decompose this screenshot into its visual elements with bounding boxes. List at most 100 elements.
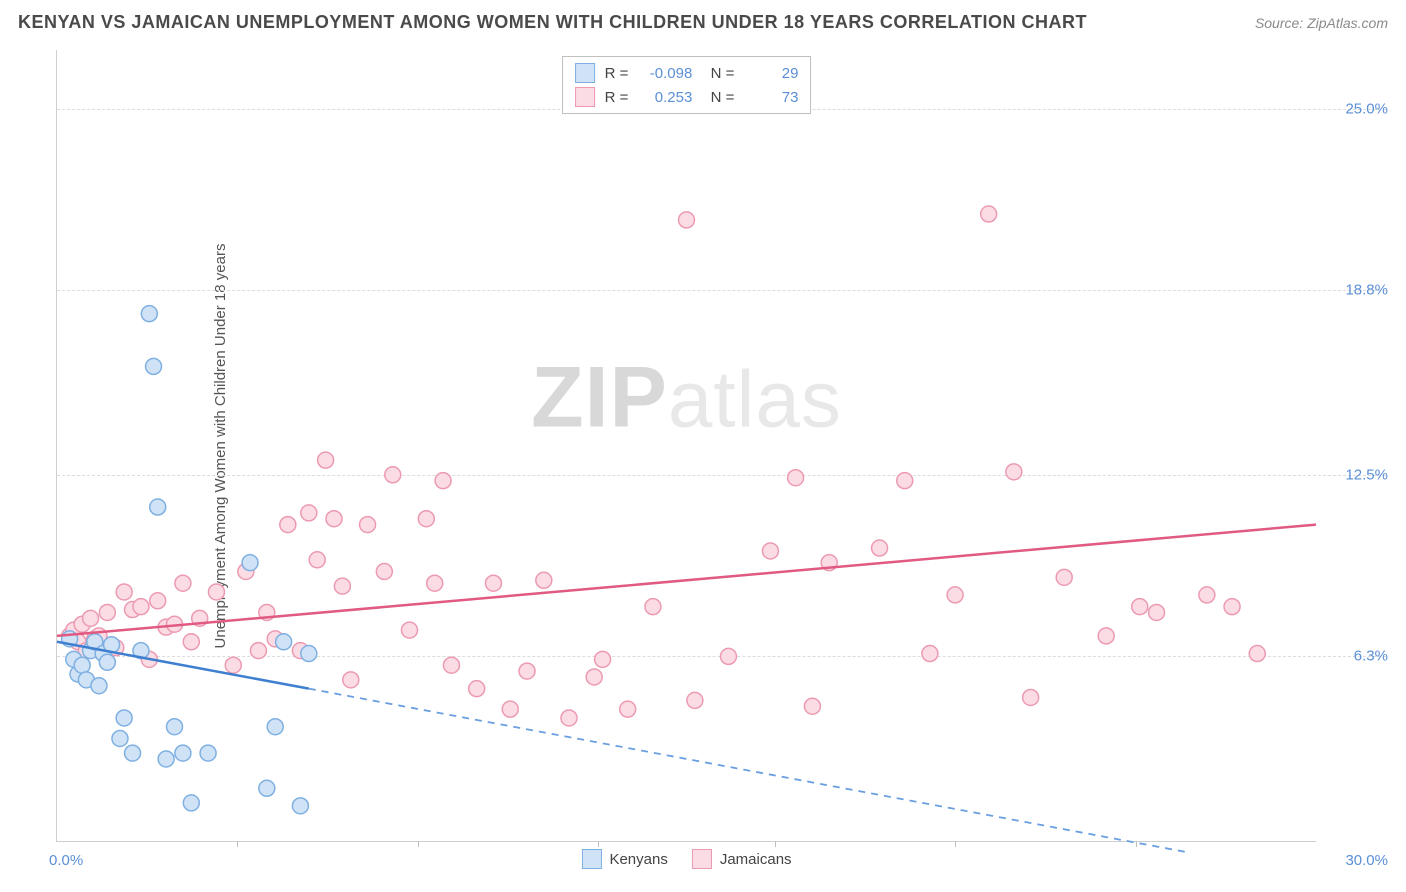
data-point: [897, 473, 913, 489]
data-point: [536, 572, 552, 588]
data-point: [418, 511, 434, 527]
data-point: [99, 604, 115, 620]
legend-label-kenyans: Kenyans: [609, 851, 667, 868]
data-point: [250, 643, 266, 659]
data-point: [301, 646, 317, 662]
data-point: [343, 672, 359, 688]
data-point: [175, 575, 191, 591]
data-point: [872, 540, 888, 556]
x-tick-mark: [418, 841, 419, 847]
legend-swatch-kenyans: [581, 849, 601, 869]
data-point: [309, 552, 325, 568]
data-point: [427, 575, 443, 591]
data-point: [502, 701, 518, 717]
data-point: [292, 798, 308, 814]
data-point: [469, 681, 485, 697]
n-value-kenyans: 29: [744, 65, 798, 82]
data-point: [259, 780, 275, 796]
x-tick-mark: [598, 841, 599, 847]
data-point: [175, 745, 191, 761]
x-tick-mark: [775, 841, 776, 847]
data-point: [150, 499, 166, 515]
data-point: [402, 622, 418, 638]
y-tick-label: 6.3%: [1354, 648, 1388, 665]
data-point: [183, 634, 199, 650]
data-point: [687, 692, 703, 708]
data-point: [280, 517, 296, 533]
data-point: [1056, 569, 1072, 585]
data-point: [519, 663, 535, 679]
stats-row-jamaicans: R = 0.253 N = 73: [575, 85, 799, 109]
data-point: [116, 710, 132, 726]
data-point: [561, 710, 577, 726]
data-point: [1224, 599, 1240, 615]
r-value-jamaicans: 0.253: [638, 89, 692, 106]
data-point: [376, 563, 392, 579]
chart-title: KENYAN VS JAMAICAN UNEMPLOYMENT AMONG WO…: [18, 12, 1087, 33]
data-point: [595, 651, 611, 667]
y-tick-label: 25.0%: [1345, 100, 1388, 117]
x-tick-mark: [955, 841, 956, 847]
data-point: [225, 657, 241, 673]
data-point: [645, 599, 661, 615]
data-point: [116, 584, 132, 600]
chart-plot-area: ZIPatlas R = -0.098 N = 29 R = 0.253 N =…: [56, 50, 1316, 842]
y-tick-label: 12.5%: [1345, 466, 1388, 483]
chart-source: Source: ZipAtlas.com: [1255, 15, 1388, 31]
legend-item-kenyans: Kenyans: [581, 849, 667, 869]
data-point: [200, 745, 216, 761]
data-point: [1149, 604, 1165, 620]
data-point: [301, 505, 317, 521]
x-tick-mark: [1136, 841, 1137, 847]
x-tick-mark: [237, 841, 238, 847]
data-point: [981, 206, 997, 222]
legend-label-jamaicans: Jamaicans: [720, 851, 792, 868]
stats-row-kenyans: R = -0.098 N = 29: [575, 61, 799, 85]
n-label: N =: [702, 89, 734, 106]
data-point: [141, 306, 157, 322]
data-point: [620, 701, 636, 717]
r-label: R =: [605, 65, 629, 82]
data-point: [1132, 599, 1148, 615]
data-point: [318, 452, 334, 468]
data-point: [1249, 646, 1265, 662]
data-point: [99, 654, 115, 670]
scatter-svg: [57, 50, 1316, 841]
data-point: [360, 517, 376, 533]
data-point: [183, 795, 199, 811]
data-point: [74, 657, 90, 673]
data-point: [720, 648, 736, 664]
data-point: [762, 543, 778, 559]
x-axis-min-label: 0.0%: [49, 852, 83, 869]
series-legend: Kenyans Jamaicans: [581, 849, 791, 869]
data-point: [443, 657, 459, 673]
swatch-jamaicans: [575, 87, 595, 107]
data-point: [276, 634, 292, 650]
data-point: [586, 669, 602, 685]
data-point: [167, 719, 183, 735]
legend-item-jamaicans: Jamaicans: [692, 849, 792, 869]
r-label: R =: [605, 89, 629, 106]
data-point: [158, 751, 174, 767]
stats-legend: R = -0.098 N = 29 R = 0.253 N = 73: [562, 56, 812, 114]
data-point: [1199, 587, 1215, 603]
data-point: [208, 584, 224, 600]
data-point: [112, 730, 128, 746]
x-axis-max-label: 30.0%: [1345, 852, 1388, 869]
data-point: [385, 467, 401, 483]
data-point: [150, 593, 166, 609]
data-point: [788, 470, 804, 486]
n-value-jamaicans: 73: [744, 89, 798, 106]
data-point: [1098, 628, 1114, 644]
data-point: [242, 555, 258, 571]
data-point: [804, 698, 820, 714]
data-point: [922, 646, 938, 662]
chart-header: KENYAN VS JAMAICAN UNEMPLOYMENT AMONG WO…: [0, 0, 1406, 41]
data-point: [125, 745, 141, 761]
data-point: [133, 599, 149, 615]
data-point: [485, 575, 501, 591]
data-point: [146, 358, 162, 374]
data-point: [1023, 689, 1039, 705]
data-point: [679, 212, 695, 228]
legend-swatch-jamaicans: [692, 849, 712, 869]
